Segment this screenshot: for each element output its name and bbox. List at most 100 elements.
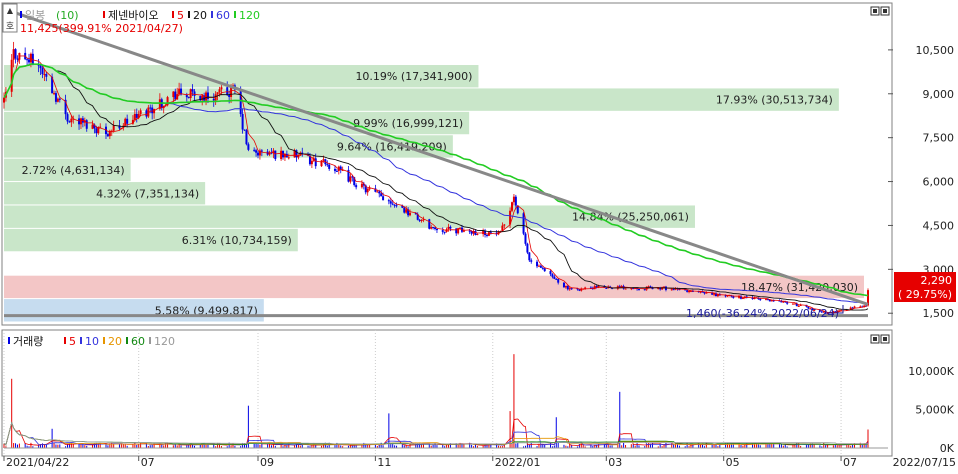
- candle-body: [686, 290, 689, 292]
- candle-body: [362, 183, 365, 186]
- candle-body: [220, 87, 223, 90]
- candle-body: [418, 219, 421, 221]
- candle-body: [822, 311, 825, 313]
- legend-vol-ma10[interactable]: 10: [85, 335, 99, 348]
- legend-ma5[interactable]: 5: [177, 9, 184, 22]
- candle-body: [28, 59, 31, 63]
- price-panel-frame: [1, 2, 893, 326]
- candle-body: [576, 288, 579, 290]
- candle-body: [793, 303, 796, 305]
- candle-body: [765, 299, 768, 301]
- candle-body: [813, 310, 816, 312]
- volume-profile-bar: [4, 275, 864, 299]
- candle-body: [778, 300, 781, 302]
- candle-body: [158, 99, 161, 109]
- volume-panel-buttons: [870, 334, 890, 344]
- legend-vol-ma20[interactable]: 20: [108, 335, 122, 348]
- candle-body: [301, 152, 304, 154]
- candle-body: [66, 114, 69, 122]
- candle-body: [678, 289, 681, 291]
- candle-body: [26, 59, 29, 61]
- volume-profile-label: 2.72% (4,631,134): [22, 164, 125, 177]
- volume-y-tick-label: 10,000K: [908, 365, 954, 378]
- ma20-line: [3, 63, 869, 311]
- candle-body: [91, 124, 94, 129]
- low-annotation: 1,460(-36.24% 2022/06/24): [686, 307, 839, 320]
- volume-profile-bar: [4, 228, 298, 252]
- candle-body: [39, 65, 42, 69]
- candle-body: [807, 306, 810, 309]
- chart-type-toggle-icon[interactable]: [2, 3, 18, 33]
- candle-body: [784, 301, 787, 303]
- candle-body: [112, 125, 115, 131]
- candle-body: [335, 170, 338, 172]
- candle-body: [174, 91, 177, 100]
- candle-body: [54, 93, 57, 102]
- candle-body: [537, 265, 540, 267]
- price-y-tick-label: 10,500: [916, 44, 955, 57]
- candle-body: [795, 303, 798, 307]
- candle-body: [811, 308, 814, 311]
- legend-chart-type: 일봉: [25, 8, 45, 22]
- candle-body: [689, 290, 692, 292]
- candle-body: [14, 49, 17, 59]
- candle-body: [459, 227, 462, 229]
- candle-body: [104, 126, 107, 135]
- volume-profile-bar: [4, 205, 695, 228]
- legend-vol-ma60-swatch: [126, 337, 128, 344]
- candle-body: [462, 230, 465, 232]
- legend-ma20[interactable]: 20: [193, 9, 207, 22]
- candle-body: [110, 130, 113, 132]
- candle-body: [441, 230, 444, 232]
- candle-body: [420, 220, 423, 222]
- legend-stock-name[interactable]: 제넨바이오: [108, 9, 159, 22]
- candle-body: [360, 183, 363, 188]
- axes: 10,5009,0007,5006,0004,5003,0001,50010,0…: [3, 44, 955, 469]
- candle-body: [714, 293, 717, 297]
- candle-body: [401, 205, 404, 208]
- candle-body: [293, 150, 296, 158]
- candle-body: [555, 278, 558, 280]
- volume-profile-bar: [4, 158, 131, 182]
- candle-body: [247, 144, 250, 150]
- legend-ma20-swatch: [188, 11, 190, 18]
- candle-body: [108, 131, 111, 137]
- x-tick-label: 2021/04/22: [6, 456, 69, 469]
- moving-averages: [3, 55, 869, 313]
- candle-body: [43, 74, 46, 76]
- candle-body: [618, 286, 621, 288]
- candle-body: [253, 149, 256, 151]
- candle-body: [268, 152, 271, 155]
- candle-body: [434, 227, 437, 230]
- candle-body: [578, 289, 581, 291]
- candle-body: [16, 58, 19, 60]
- candle-body: [95, 128, 98, 134]
- candle-body: [185, 94, 188, 98]
- candle-body: [495, 232, 498, 235]
- candle-body: [470, 231, 473, 234]
- price-panel-buttons: [870, 6, 890, 16]
- candle-body: [355, 185, 358, 188]
- x-tick-last-date: 2022/07/15: [893, 456, 956, 469]
- legend-ma120[interactable]: 120: [239, 9, 260, 22]
- candle-body: [759, 299, 762, 301]
- legend-vol-ma5[interactable]: 5: [69, 335, 76, 348]
- candle-body: [255, 150, 258, 153]
- volume-profile-bar: [4, 182, 206, 205]
- candle-body: [257, 152, 260, 156]
- candle-body: [3, 97, 5, 103]
- candle-body: [245, 130, 248, 145]
- candle-body: [322, 159, 325, 161]
- candle-body: [376, 191, 379, 193]
- candle-body: [853, 306, 856, 308]
- candle-body: [139, 110, 142, 114]
- volume-profile-label: 10.19% (17,341,900): [355, 70, 472, 83]
- candle-body: [659, 287, 662, 290]
- candle-body: [589, 287, 592, 289]
- legend-volume-icon: [8, 337, 10, 344]
- legend-vol-ma60[interactable]: 60: [131, 335, 145, 348]
- candle-body: [312, 158, 315, 161]
- current-price: 2,290: [921, 274, 953, 287]
- legend-ma60[interactable]: 60: [216, 9, 230, 22]
